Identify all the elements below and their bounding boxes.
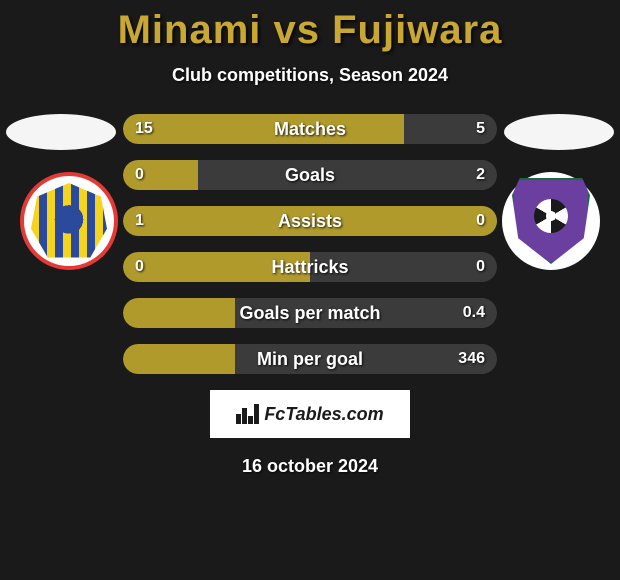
stat-bar-fill-left xyxy=(123,344,235,374)
stat-value-left: 15 xyxy=(135,114,153,144)
stat-bar: Min per goal346 xyxy=(123,344,497,374)
team-badge-right xyxy=(502,172,600,270)
stat-bar-fill-right xyxy=(235,298,497,328)
team-badge-left xyxy=(20,172,118,270)
stat-value-left: 1 xyxy=(135,206,144,236)
stat-bar-fill-left xyxy=(123,298,235,328)
team-crest-left-icon xyxy=(31,183,107,259)
watermark-text: FcTables.com xyxy=(264,404,383,425)
player-placeholder-right xyxy=(504,114,614,150)
player-placeholder-left xyxy=(6,114,116,150)
stat-value-right: 2 xyxy=(476,160,485,190)
stat-bar: Matches155 xyxy=(123,114,497,144)
stat-value-right: 0 xyxy=(476,252,485,282)
stat-bar: Goals02 xyxy=(123,160,497,190)
stat-value-left: 0 xyxy=(135,252,144,282)
stat-bar-fill-right xyxy=(198,160,497,190)
watermark: FcTables.com xyxy=(210,390,410,438)
comparison-content: Matches155Goals02Assists10Hattricks00Goa… xyxy=(0,114,620,477)
stat-value-right: 5 xyxy=(476,114,485,144)
stat-bar-fill-right xyxy=(310,252,497,282)
stat-bar: Assists10 xyxy=(123,206,497,236)
stat-bar: Hattricks00 xyxy=(123,252,497,282)
date-text: 16 october 2024 xyxy=(0,456,620,477)
stat-value-right: 0 xyxy=(476,206,485,236)
stat-value-right: 0.4 xyxy=(463,298,485,328)
stat-value-left: 0 xyxy=(135,160,144,190)
stat-bar-fill-left xyxy=(123,252,310,282)
team-crest-right-icon xyxy=(512,178,590,264)
stat-value-right: 346 xyxy=(458,344,485,374)
stat-bar-fill-left xyxy=(123,114,404,144)
stat-bar: Goals per match0.4 xyxy=(123,298,497,328)
page-title: Minami vs Fujiwara xyxy=(0,0,620,53)
subtitle: Club competitions, Season 2024 xyxy=(0,65,620,86)
stat-bar-fill-left xyxy=(123,206,497,236)
stat-bars: Matches155Goals02Assists10Hattricks00Goa… xyxy=(123,114,497,374)
bar-chart-icon xyxy=(236,404,258,424)
